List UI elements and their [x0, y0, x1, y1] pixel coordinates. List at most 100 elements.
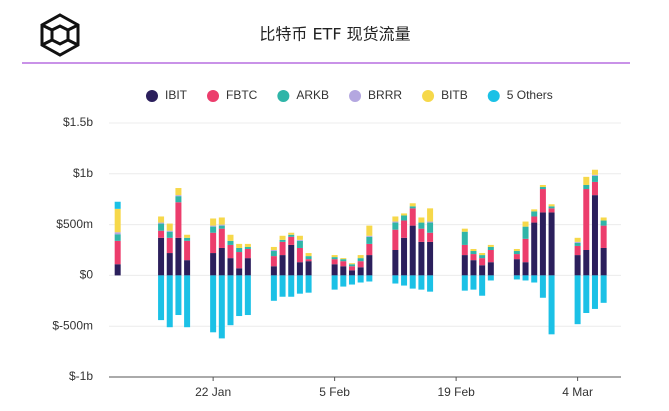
bar-segment: [158, 237, 165, 276]
bar-segment: [574, 275, 581, 325]
bar-segment: [218, 217, 225, 225]
bar-segment: [227, 275, 234, 326]
bar-segment: [487, 250, 494, 263]
bar-segment: [392, 275, 399, 284]
legend: IBIT FBTC ARKB BRRR BITB 5 Others: [146, 88, 553, 102]
bar-segment: [470, 254, 477, 261]
bar-segment: [210, 226, 217, 233]
bar-segment: [418, 217, 425, 223]
bar-segment: [348, 270, 355, 276]
bar-segment: [427, 208, 434, 222]
bar-segment: [305, 256, 312, 260]
bar-segment: [331, 275, 338, 290]
bar-segment: [392, 216, 399, 222]
legend-swatch: [207, 90, 220, 102]
bar-segment: [340, 275, 347, 287]
bar-segment: [270, 251, 277, 257]
bar-segment: [296, 275, 303, 294]
bar-segment: [531, 222, 538, 276]
bar-segment: [244, 248, 251, 259]
bar-segment: [366, 255, 373, 276]
bar-segment: [218, 224, 225, 226]
bar-segment: [531, 209, 538, 212]
bar-segment: [366, 236, 373, 244]
bar-segment: [392, 250, 399, 276]
bar-segment: [210, 275, 217, 333]
bar-segment: [357, 255, 364, 259]
bar-segment: [331, 259, 338, 265]
bar-segment: [244, 246, 251, 249]
bar-segment: [427, 222, 434, 233]
bar-segment: [427, 221, 434, 223]
bar-segment: [340, 266, 347, 276]
bar-segment: [470, 260, 477, 276]
bar-segment: [461, 244, 468, 256]
bar-segment: [366, 275, 373, 282]
logo: [40, 13, 80, 57]
legend-label: BRRR: [368, 88, 402, 102]
bar-segment: [184, 240, 191, 261]
bar-segment: [591, 275, 598, 309]
y-tick-label: $1.5b: [63, 115, 93, 129]
bar-segment: [279, 235, 286, 240]
bar-segment: [539, 275, 546, 298]
bar-segment: [357, 267, 364, 276]
bar-segment: [427, 232, 434, 242]
bar-segment: [600, 247, 607, 276]
bar-segment: [279, 239, 286, 242]
bar-segment: [583, 184, 590, 190]
bar-segment: [236, 243, 243, 248]
bar-segment: [470, 275, 477, 290]
bar-segment: [479, 253, 486, 256]
bar-segment: [270, 250, 277, 252]
bar-segment: [227, 240, 234, 245]
bar-segment: [348, 275, 355, 285]
bar-segment: [218, 247, 225, 276]
bar-segment: [296, 240, 303, 248]
bar-segment: [184, 234, 191, 238]
bar-segment: [114, 232, 121, 235]
bar-segment: [279, 255, 286, 276]
bar-segment: [479, 265, 486, 276]
legend-swatch: [349, 90, 362, 102]
x-tick-label: 5 Feb: [319, 385, 350, 399]
legend-label: IBIT: [165, 88, 188, 102]
legend-swatch: [487, 90, 500, 102]
bar-segment: [513, 248, 520, 252]
bar-segment: [348, 264, 355, 267]
legend-swatch: [146, 90, 158, 102]
y-tick-label: $1b: [73, 166, 93, 180]
bar-segment: [244, 258, 251, 276]
bar-segment: [166, 237, 173, 254]
bar-segment: [591, 181, 598, 196]
bar-segment: [409, 203, 416, 207]
bar-segment: [227, 234, 234, 241]
bar-segment: [461, 228, 468, 232]
bar-segment: [539, 184, 546, 188]
bar-segment: [522, 275, 529, 281]
y-tick-label: $0: [80, 268, 94, 282]
bar-segment: [513, 259, 520, 276]
bar-segment: [548, 206, 555, 209]
bar-segment: [539, 212, 546, 276]
bar-segment: [487, 275, 494, 281]
bar-segment: [591, 169, 598, 175]
bar-segment: [574, 242, 581, 246]
bar-segment: [340, 259, 347, 262]
bar-segment: [236, 247, 243, 253]
bar-segment: [210, 232, 217, 254]
bar-segment: [522, 221, 529, 227]
bar-segment: [227, 258, 234, 276]
bar-segment: [574, 245, 581, 256]
bar-segment: [218, 225, 225, 229]
bar-segment: [583, 250, 590, 276]
bar-segment: [548, 204, 555, 207]
bar-segment: [166, 275, 173, 328]
bar-segment: [348, 266, 355, 271]
bar-segment: [401, 237, 408, 276]
bar-segment: [548, 212, 555, 276]
bar-segment: [279, 275, 286, 297]
bar-segment: [366, 243, 373, 256]
bar-segment: [522, 226, 529, 239]
bar-segment: [270, 246, 277, 250]
